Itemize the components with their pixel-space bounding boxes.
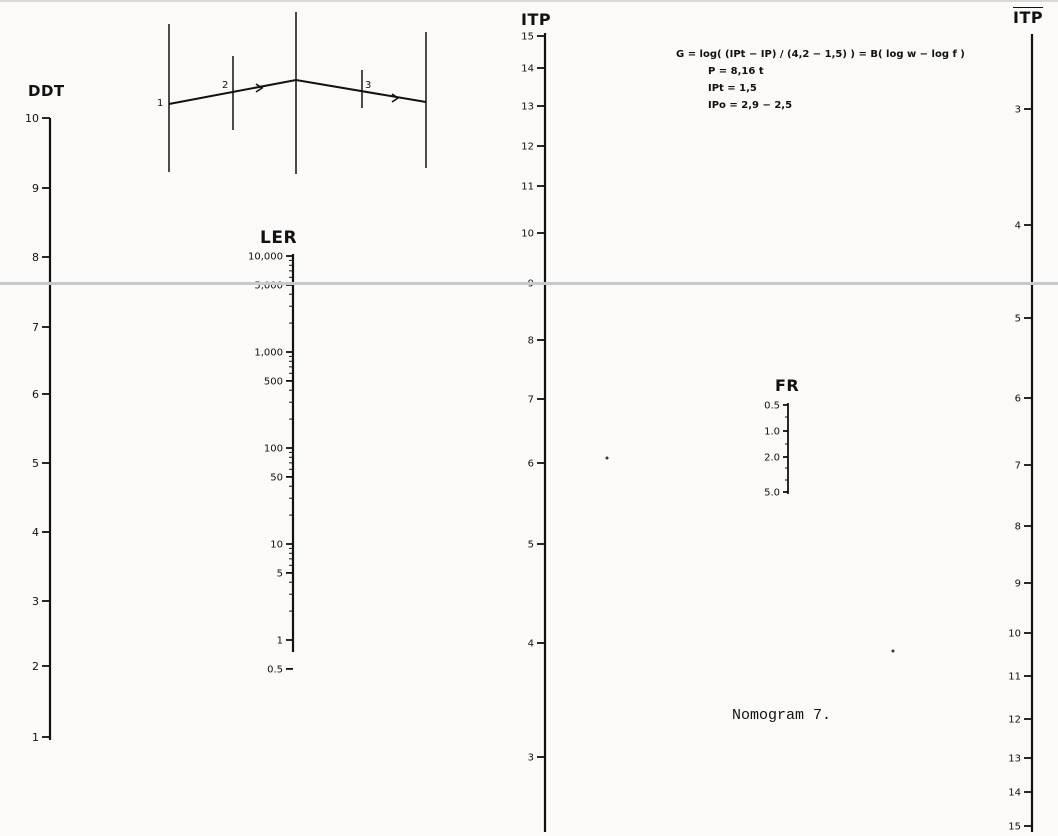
fr-tick-label: 5.0: [764, 488, 780, 499]
sketch-arrow-right-2: [391, 93, 400, 103]
ler-tick-label: 5: [277, 568, 283, 579]
itp-bar-tick-label: 14: [1008, 788, 1021, 799]
ler-tick-label: 1,000: [254, 348, 283, 359]
ink-speck: [605, 456, 609, 460]
ler-tick-label: 0.5: [267, 664, 283, 675]
top-edge-line: [0, 0, 1058, 2]
itp-bar-tick-label: 6: [1015, 394, 1021, 405]
ler-tick-label: 500: [264, 376, 283, 387]
sketch-path-line: [168, 78, 427, 105]
itp-bar-tick-label: 11: [1008, 672, 1021, 683]
formula-block: G = log( (IPt − IP) / (4,2 − 1,5) ) = B(…: [676, 46, 965, 114]
ddt-tick-label: 6: [32, 388, 39, 401]
itp-bar-tick-label: 7: [1015, 461, 1021, 472]
itp-bar-tick-label: 8: [1015, 522, 1021, 533]
itp-bar-scale-title: ITP: [1013, 8, 1044, 27]
itp-bar-tick-label: 4: [1015, 221, 1021, 232]
itp-tick-label: 15: [521, 32, 534, 43]
ler-tick-label: 100: [264, 444, 283, 455]
ler-tick-label: 10: [270, 540, 283, 551]
itp-bar-tick-label: 10: [1008, 629, 1021, 640]
fr-tick-label: 1.0: [764, 427, 780, 438]
itp-scale-title: ITP: [521, 10, 552, 29]
ddt-tick-label: 7: [32, 321, 39, 334]
formula-line-1: G = log( (IPt − IP) / (4,2 − 1,5) ) = B(…: [676, 49, 965, 60]
sketch-point-label: 3: [365, 80, 371, 91]
ddt-tick-label: 9: [32, 182, 39, 195]
ler-tick-label: 1: [277, 636, 283, 647]
itp-bar-tick-label: 9: [1015, 579, 1021, 590]
fr-scale-title: FR: [775, 376, 800, 395]
formula-line-3: IPt = 1,5: [708, 83, 757, 94]
itp-bar-tick-label: 5: [1015, 314, 1021, 325]
ddt-tick-label: 1: [32, 731, 39, 744]
ddt-tick-label: 8: [32, 251, 39, 264]
ler-scale-title: LER: [260, 228, 298, 248]
itp-bar-tick-label: 3: [1015, 105, 1021, 116]
scan-fold-line: [0, 282, 1058, 285]
itp-tick-label: 11: [521, 182, 534, 193]
itp-tick-label: 4: [528, 639, 534, 650]
formula-line-4: IPo = 2,9 − 2,5: [708, 100, 793, 111]
itp-tick-label: 6: [528, 459, 534, 470]
ddt-tick-label: 3: [32, 595, 39, 608]
sketch-point-label: 1: [157, 98, 163, 109]
ddt-tick-label: 5: [32, 457, 39, 470]
nomogram-caption: Nomogram 7.: [732, 707, 832, 724]
itp-tick-label: 13: [521, 102, 534, 113]
itp-tick-label: 5: [528, 540, 534, 551]
fr-tick-label: 2.0: [764, 453, 780, 464]
itp-tick-label: 3: [528, 753, 534, 764]
itp-tick-label: 10: [521, 229, 534, 240]
ler-tick-label: 10,000: [248, 252, 283, 263]
ddt-tick-label: 10: [25, 112, 39, 125]
itp-tick-label: 7: [528, 395, 534, 406]
itp-tick-label: 14: [521, 64, 534, 75]
ink-speck: [891, 649, 895, 653]
itp-bar-tick-label: 13: [1008, 754, 1021, 765]
fr-tick-label: 0.5: [764, 401, 780, 412]
sketch-point-label: 2: [222, 80, 228, 91]
itp-tick-label: 8: [528, 336, 534, 347]
formula-line-2: P = 8,16 t: [708, 66, 764, 77]
ler-tick-label: 5,000: [254, 280, 283, 291]
ddt-tick-label: 2: [32, 660, 39, 673]
itp-tick-label: 12: [521, 142, 534, 153]
ler-tick-label: 50: [270, 472, 283, 483]
sketch-arrow-right-1: [255, 83, 264, 93]
itp-bar-tick-label: 15: [1008, 822, 1021, 833]
itp-bar-tick-label: 12: [1008, 715, 1021, 726]
ddt-scale-title: DDT: [28, 82, 65, 100]
ddt-tick-label: 4: [32, 526, 39, 539]
